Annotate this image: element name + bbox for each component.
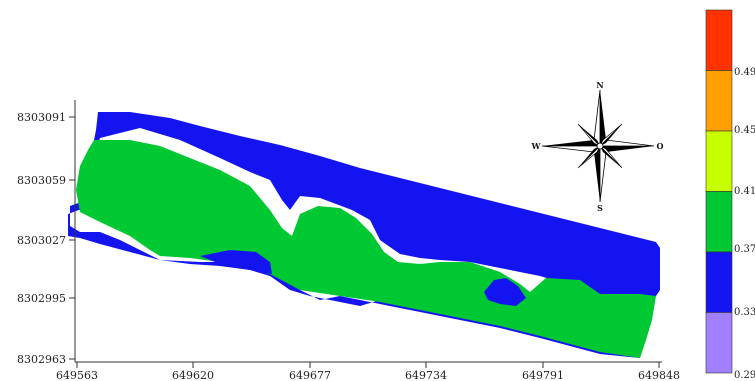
legend-swatch [705, 191, 733, 253]
legend-label: 0.29 [734, 370, 755, 381]
legend-swatch [705, 130, 733, 192]
legend-label: 0.37 [734, 244, 755, 255]
compass-south-label: S [597, 203, 603, 213]
legend-swatch [705, 70, 733, 132]
legend-colorbar [705, 9, 733, 374]
compass-north-label: N [596, 80, 603, 90]
legend-swatch [705, 9, 733, 71]
x-tick-label: 649734 [405, 369, 447, 381]
legend-label: 0.49 [734, 67, 755, 78]
compass-east-label: O [657, 141, 664, 151]
legend-label: 0.45 [734, 125, 755, 136]
legend-label: 0.41 [734, 186, 755, 197]
compass-rose-icon [541, 89, 655, 203]
legend-swatch [705, 312, 733, 374]
zone-low-wedge [200, 250, 272, 274]
compass-west-label: W [531, 141, 542, 151]
legend-labels: 0.49 0.45 0.41 0.37 0.33 0.29 [734, 67, 755, 381]
y-axis [69, 100, 76, 362]
x-tick-label: 649677 [289, 369, 331, 381]
y-tick-label: 8302963 [17, 353, 66, 366]
x-axis [75, 361, 662, 368]
y-tick-label: 8303027 [17, 234, 66, 247]
legend-label: 0.33 [734, 307, 755, 318]
x-tick-label: 649620 [172, 369, 214, 381]
legend-swatch [705, 251, 733, 313]
y-tick-label: 8303091 [17, 111, 66, 124]
x-tick-label: 649563 [56, 369, 98, 381]
y-tick-label: 8302995 [17, 292, 66, 305]
x-tick-label: 649791 [522, 369, 564, 381]
x-tick-label: 649848 [638, 369, 680, 381]
zone-low-pocket [484, 278, 526, 306]
y-tick-label: 8303059 [17, 174, 66, 187]
